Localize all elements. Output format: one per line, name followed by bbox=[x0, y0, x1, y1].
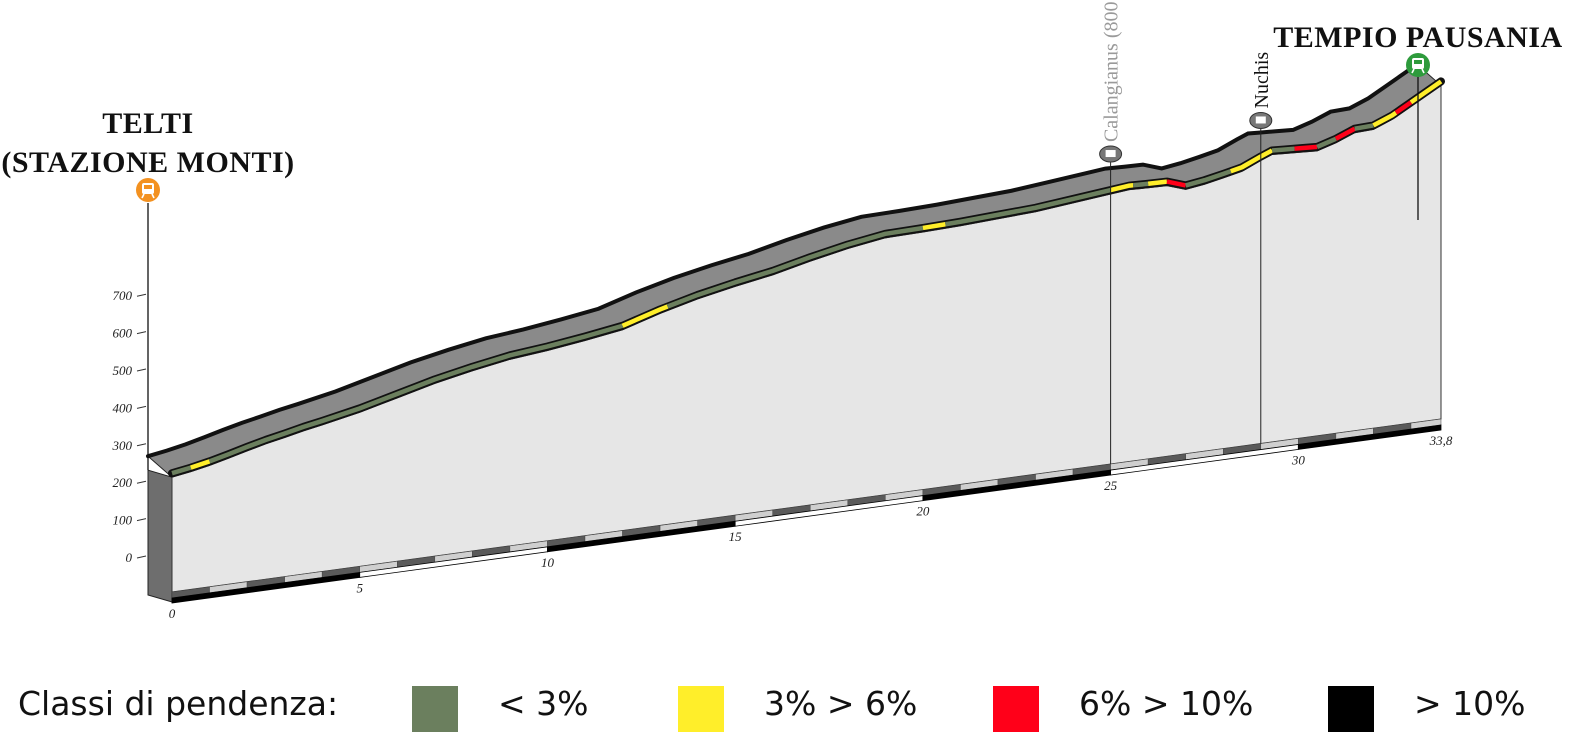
poi-label: Calangianus (800 m) bbox=[1101, 0, 1123, 142]
gradient-segment bbox=[171, 465, 192, 476]
icon-train-window bbox=[1414, 60, 1422, 64]
train-station-icon bbox=[136, 178, 160, 202]
y-tick-mark bbox=[136, 368, 147, 372]
gradient-segment bbox=[1132, 181, 1149, 188]
x-tick-label: 20 bbox=[916, 504, 930, 519]
poi-label: Nuchis bbox=[1251, 52, 1273, 109]
legend-label: 6% > 10% bbox=[1079, 684, 1254, 723]
gradient-segment bbox=[1147, 179, 1168, 187]
y-tick-label: 600 bbox=[113, 326, 133, 341]
distance-axis: 0 5 10 15 20 25 30 33,8 bbox=[169, 433, 1453, 621]
start-marker: TELTI (STAZIONE MONTI) bbox=[1, 107, 294, 470]
x-tick-label: 5 bbox=[356, 580, 363, 595]
icon-train-leg bbox=[1411, 68, 1415, 74]
legend-label: > 10% bbox=[1414, 684, 1526, 723]
x-tick-label: 25 bbox=[1104, 478, 1118, 493]
gradient-segment bbox=[1334, 126, 1356, 141]
train-station-icon bbox=[1406, 53, 1430, 77]
icon-train-leg bbox=[151, 193, 155, 199]
gradient-line bbox=[168, 77, 1445, 478]
gradient-legend: Classi di pendenza: < 3% 3% > 6% 6% > 10… bbox=[18, 680, 1578, 736]
icon-train-leg bbox=[141, 193, 145, 199]
y-tick-label: 500 bbox=[113, 363, 133, 378]
legend-title: Classi di pendenza: bbox=[18, 684, 339, 723]
gradient-segment bbox=[1394, 100, 1413, 115]
gradient-segment bbox=[1409, 79, 1443, 105]
gradient-segment bbox=[945, 187, 1112, 227]
x-tick-label: 15 bbox=[729, 529, 743, 544]
profile-side-face bbox=[147, 469, 173, 603]
gradient-segment bbox=[1185, 169, 1232, 188]
side-face bbox=[147, 469, 173, 603]
gradient-segment bbox=[1271, 146, 1295, 153]
profile-rim bbox=[146, 62, 1419, 459]
finish-marker: TEMPIO PAUSANIA bbox=[1273, 21, 1562, 220]
gradient-segment bbox=[1166, 179, 1187, 188]
y-tick-mark bbox=[136, 405, 147, 409]
x-tick-label: 33,8 bbox=[1429, 433, 1453, 448]
gradient-segment bbox=[1372, 110, 1398, 128]
y-tick-mark bbox=[136, 443, 147, 447]
y-tick-label: 200 bbox=[113, 475, 133, 490]
gradient-segment bbox=[1229, 148, 1274, 174]
altitude-axis: 0 100 200 300 400 500 600 700 bbox=[112, 288, 147, 565]
distance-ruler bbox=[171, 418, 1442, 604]
legend-swatch bbox=[993, 686, 1039, 732]
gradient-segment bbox=[190, 459, 211, 470]
gradient-segment bbox=[1316, 136, 1337, 149]
y-tick-mark bbox=[136, 518, 147, 522]
icon-train-leg bbox=[1421, 68, 1425, 74]
y-tick-label: 100 bbox=[113, 513, 133, 528]
legend-swatch bbox=[412, 686, 458, 732]
y-tick-mark bbox=[136, 331, 147, 335]
start-name-line2: (STAZIONE MONTI) bbox=[1, 146, 294, 179]
gradient-segment bbox=[1110, 183, 1134, 193]
finish-name: TEMPIO PAUSANIA bbox=[1273, 21, 1562, 54]
start-name-line1: TELTI bbox=[102, 107, 193, 140]
gradient-segment bbox=[1354, 123, 1374, 131]
y-tick-mark bbox=[136, 555, 147, 559]
y-tick-label: 300 bbox=[112, 438, 133, 453]
legend-label: < 3% bbox=[498, 684, 589, 723]
gradient-segment bbox=[208, 323, 624, 464]
legend-label: 3% > 6% bbox=[764, 684, 918, 723]
gradient-segment bbox=[621, 304, 669, 328]
x-tick-label: 30 bbox=[1291, 452, 1306, 467]
gradient-segment bbox=[666, 225, 924, 309]
town-icon-building bbox=[1105, 150, 1116, 158]
y-tick-mark bbox=[136, 293, 147, 297]
y-tick-label: 700 bbox=[113, 288, 133, 303]
x-tick-label: 10 bbox=[541, 555, 555, 570]
y-tick-label: 0 bbox=[126, 550, 133, 565]
points-of-interest: Calangianus (800 m) Nuchis bbox=[1099, 0, 1273, 465]
y-tick-mark bbox=[136, 480, 147, 484]
legend-swatch bbox=[1328, 686, 1374, 732]
gradient-segment bbox=[922, 222, 946, 231]
legend-swatch bbox=[678, 686, 724, 732]
town-icon-building bbox=[1255, 116, 1266, 124]
gradient-segment bbox=[1294, 144, 1318, 151]
ruler-band bbox=[1297, 424, 1442, 450]
icon-train-window bbox=[144, 185, 152, 189]
x-tick-label: 0 bbox=[169, 606, 176, 621]
y-tick-label: 400 bbox=[113, 400, 133, 415]
